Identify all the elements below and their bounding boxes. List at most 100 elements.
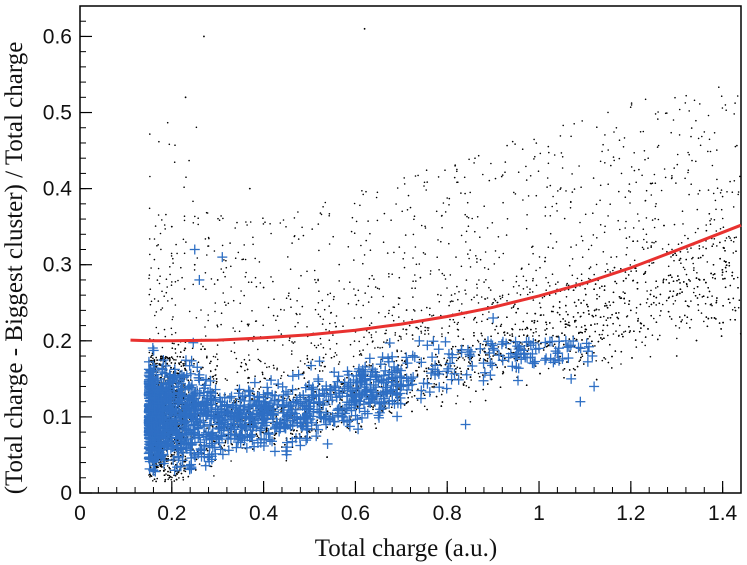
data-point — [545, 323, 548, 326]
data-point — [490, 335, 492, 338]
data-point — [563, 368, 566, 370]
data-point — [508, 339, 511, 341]
data-point — [653, 317, 655, 320]
data-point — [214, 368, 217, 371]
data-point — [178, 477, 180, 479]
data-point — [644, 344, 646, 347]
data-point — [183, 349, 186, 352]
data-point — [598, 309, 600, 311]
data-point — [682, 266, 685, 269]
data-point — [734, 306, 736, 309]
data-point — [526, 334, 529, 337]
data-point — [184, 455, 187, 458]
data-point — [429, 377, 432, 380]
data-point — [703, 320, 705, 323]
data-point — [580, 326, 583, 328]
data-point — [623, 331, 625, 333]
data-point — [216, 279, 219, 281]
data-point — [705, 224, 707, 226]
data-point — [549, 322, 551, 324]
data-point — [686, 285, 689, 288]
data-point — [536, 320, 539, 323]
data-point — [456, 395, 459, 397]
data-point — [215, 378, 218, 380]
data-point — [568, 321, 570, 324]
data-point — [170, 225, 173, 228]
data-point — [149, 476, 151, 478]
data-point — [711, 276, 714, 279]
data-point — [731, 271, 734, 274]
data-point — [187, 475, 190, 478]
data-point — [416, 375, 419, 377]
data-point — [558, 313, 561, 316]
data-point — [688, 278, 690, 281]
data-point — [568, 324, 571, 327]
data-point — [652, 301, 655, 304]
data-point — [182, 476, 184, 479]
data-point — [426, 408, 428, 411]
data-point — [180, 351, 182, 353]
data-point — [535, 328, 537, 330]
data-point — [552, 310, 554, 313]
data-point — [705, 281, 707, 284]
data-point — [689, 327, 691, 329]
data-point — [518, 335, 520, 338]
data-point — [720, 335, 723, 337]
data-point — [340, 383, 343, 385]
data-point — [565, 323, 568, 326]
data-point — [293, 429, 296, 431]
data-point — [462, 344, 464, 347]
data-point — [502, 372, 505, 374]
data-point — [719, 241, 721, 244]
data-point — [442, 390, 444, 392]
data-point — [608, 301, 610, 303]
data-point — [486, 318, 489, 321]
data-point — [211, 425, 214, 427]
data-point — [662, 281, 665, 284]
data-point — [638, 330, 641, 333]
data-point — [407, 401, 409, 403]
data-point — [234, 401, 237, 403]
data-point — [544, 329, 546, 331]
data-point — [594, 283, 597, 285]
data-point — [720, 328, 722, 330]
data-point — [662, 280, 664, 282]
data-point — [521, 328, 524, 331]
data-point — [735, 250, 737, 252]
data-point — [584, 324, 586, 327]
data-point — [499, 325, 502, 328]
data-point — [640, 327, 642, 329]
data-point — [650, 303, 653, 306]
data-point — [169, 476, 172, 478]
data-point — [500, 323, 503, 326]
data-point — [155, 366, 158, 368]
data-point — [390, 406, 393, 409]
data-point — [674, 300, 677, 302]
data-point — [423, 394, 426, 397]
data-point — [637, 317, 639, 320]
data-point — [563, 377, 565, 379]
data-point — [690, 300, 692, 302]
data-point — [701, 296, 704, 298]
data-point — [224, 441, 227, 444]
data-point — [680, 262, 682, 265]
data-point — [542, 314, 545, 316]
data-point — [470, 379, 473, 381]
data-point — [431, 386, 434, 388]
data-point — [484, 338, 486, 341]
data-point — [541, 297, 544, 299]
data-point — [655, 280, 657, 283]
data-point — [309, 431, 311, 433]
data-point — [290, 432, 292, 435]
data-point — [622, 335, 624, 338]
data-point — [213, 475, 215, 477]
data-point — [456, 328, 459, 331]
data-point — [321, 370, 324, 372]
data-point — [179, 356, 181, 358]
data-point — [273, 434, 276, 437]
data-point — [545, 333, 547, 336]
data-point — [598, 287, 601, 289]
data-point — [326, 456, 328, 458]
data-point — [603, 285, 606, 287]
data-point — [577, 312, 579, 314]
